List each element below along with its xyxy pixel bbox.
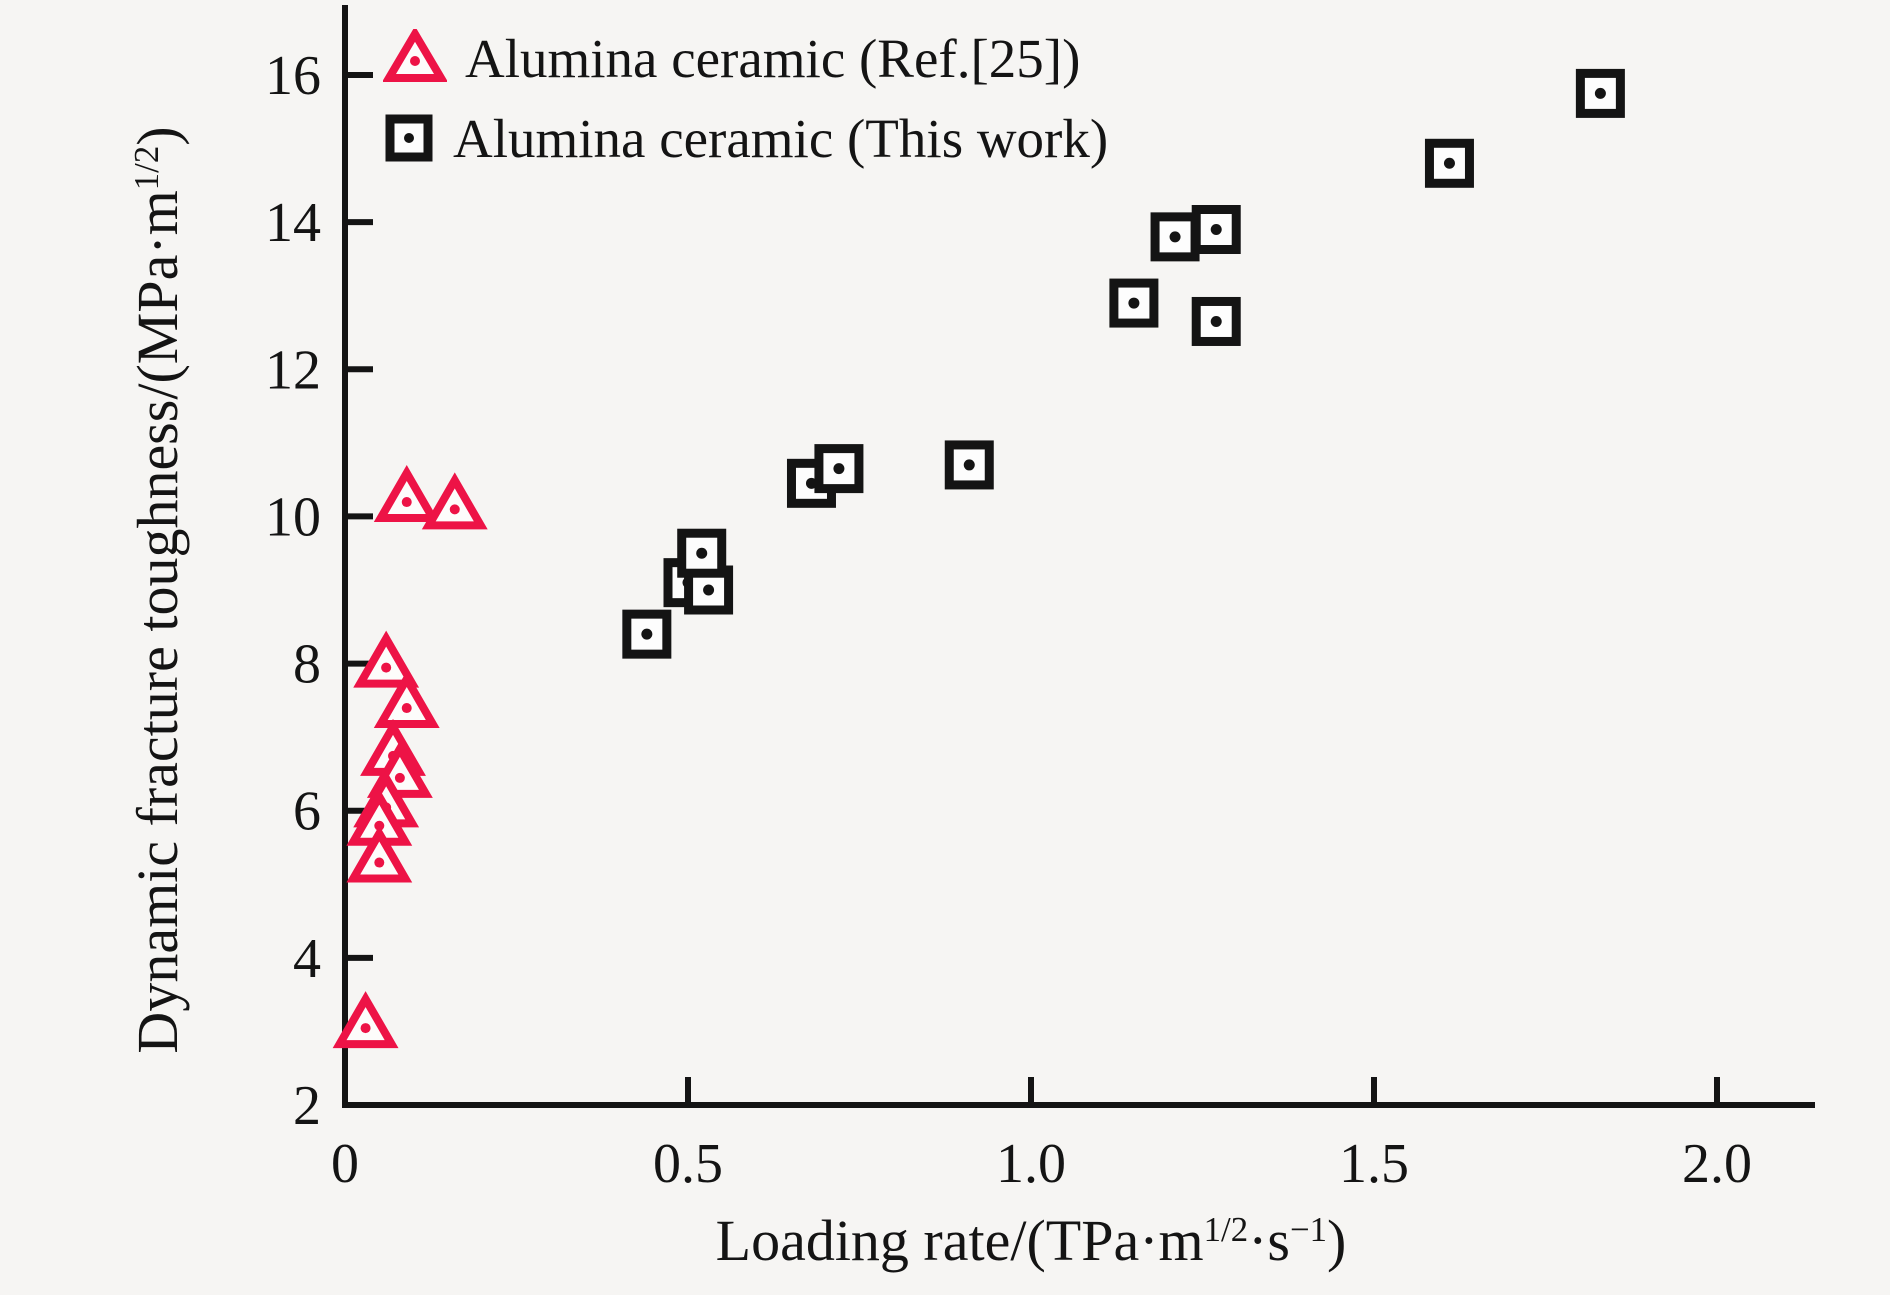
data-point-square-dot (963, 459, 975, 471)
data-point-triangle-dot (401, 703, 412, 714)
data-point-square-dot (1210, 224, 1222, 236)
data-point-square (814, 444, 864, 494)
y-tick-label: 2 (293, 1075, 321, 1137)
data-point-square-dot (1210, 315, 1222, 327)
data-point-square-dot (641, 628, 653, 640)
x-tick-label: 0.5 (653, 1133, 723, 1195)
y-axis-label: Dynamic fracture toughness/(MPa·m1/2) (125, 126, 190, 1054)
data-point-square-dot (1443, 157, 1455, 169)
data-point-triangle-dot (449, 504, 460, 515)
x-tick-label: 2.0 (1682, 1133, 1752, 1195)
legend-item-ref25: Alumina ceramic (Ref.[25]) (383, 18, 1108, 98)
square-marker-icon (385, 114, 433, 162)
data-point-triangle (373, 465, 440, 523)
data-point-triangle (346, 825, 413, 883)
y-tick-label: 12 (265, 339, 321, 401)
data-point-square-dot (805, 477, 817, 489)
data-point-square-dot (1128, 297, 1140, 309)
x-tick-label: 1.0 (996, 1133, 1066, 1195)
data-point-triangle (332, 991, 399, 1049)
data-point-square-dot (696, 547, 708, 559)
legend-item-this-work: Alumina ceramic (This work) (383, 98, 1108, 178)
x-tick-label: 0 (331, 1133, 359, 1195)
data-point-triangle (353, 630, 420, 688)
data-point-square-dot (1594, 87, 1606, 99)
y-tick-label: 8 (293, 634, 321, 696)
y-tick-label: 14 (265, 192, 321, 254)
data-point-triangle-dot (381, 662, 392, 673)
y-tick-label: 10 (265, 486, 321, 548)
data-point-square-dot (1169, 231, 1181, 243)
data-point-triangle-dot (394, 772, 405, 783)
data-point-triangle (421, 472, 488, 530)
legend-label-ref25: Alumina ceramic (Ref.[25]) (465, 27, 1081, 89)
data-point-triangle (373, 671, 440, 729)
data-point-triangle-dot (360, 1023, 371, 1034)
y-tick-label: 16 (265, 45, 321, 107)
data-point-square-dot (833, 463, 845, 475)
data-point-triangle-dot (401, 497, 412, 508)
data-point-triangle-dot (374, 857, 385, 868)
y-tick-label: 4 (293, 928, 321, 990)
x-axis-label: Loading rate/(TPa·m1/2·s−1) (715, 1208, 1347, 1273)
x-tick-label: 1.5 (1339, 1133, 1409, 1195)
triangle-marker-icon (383, 29, 447, 82)
data-point-square (1424, 138, 1474, 188)
y-tick-label: 6 (293, 781, 321, 843)
chart-legend: Alumina ceramic (Ref.[25]) Alumina ceram… (383, 18, 1108, 178)
legend-label-this-work: Alumina ceramic (This work) (453, 107, 1109, 169)
data-point-square-dot (703, 584, 715, 596)
